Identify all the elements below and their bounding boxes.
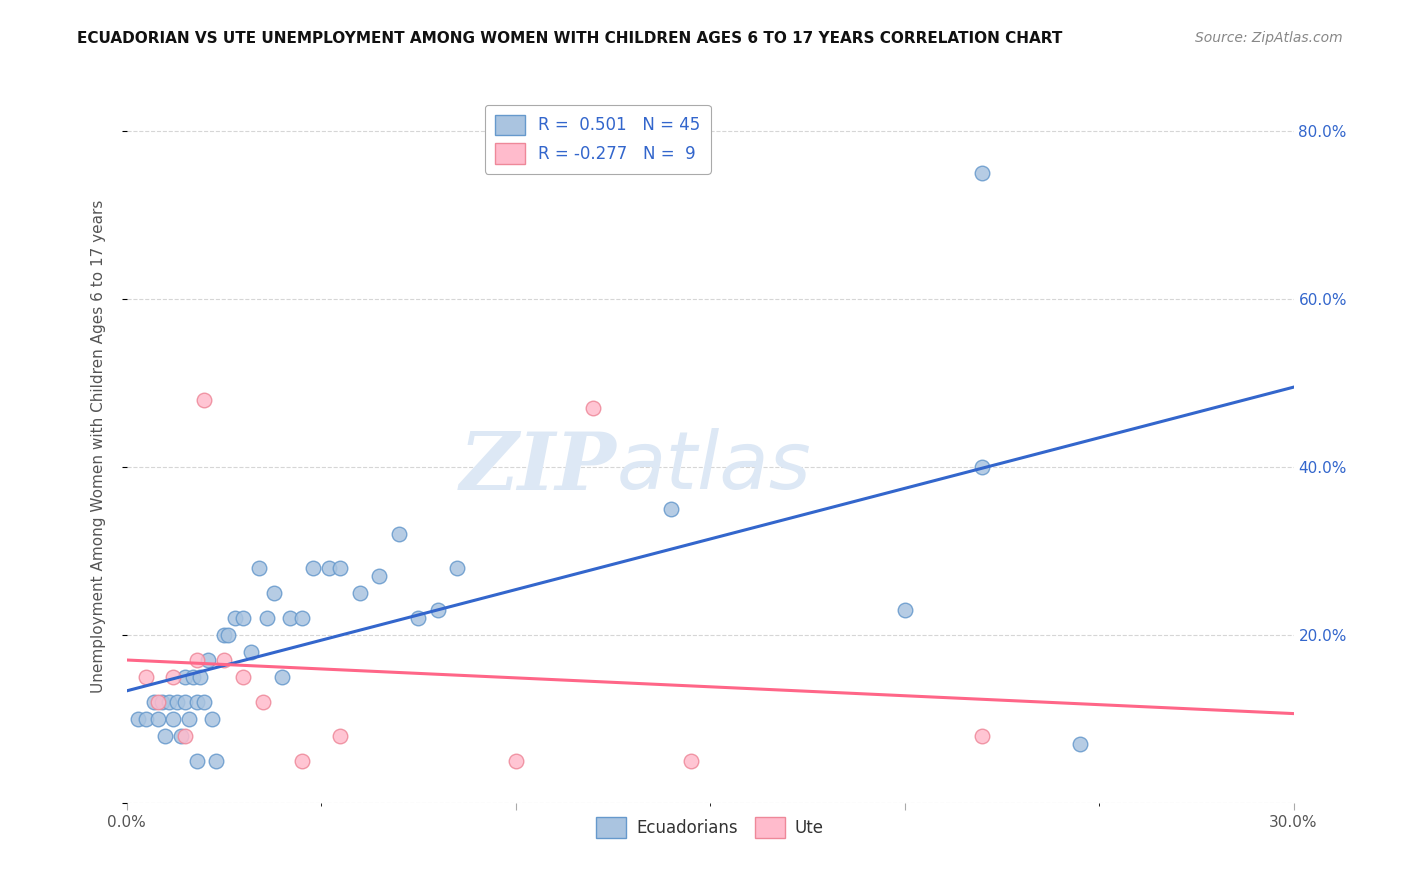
Point — [193, 392, 215, 407]
Point — [174, 670, 197, 684]
Point — [252, 695, 274, 709]
Point — [263, 586, 285, 600]
Point — [217, 628, 239, 642]
Point — [181, 670, 204, 684]
Point — [142, 695, 165, 709]
Point — [240, 645, 263, 659]
Point — [368, 569, 391, 583]
Point — [408, 611, 430, 625]
Point — [446, 560, 468, 574]
Point — [505, 754, 527, 768]
Point — [302, 560, 325, 574]
Point — [972, 166, 994, 180]
Point — [247, 560, 270, 574]
Point — [271, 670, 294, 684]
Point — [205, 754, 228, 768]
Point — [135, 712, 157, 726]
Point — [186, 695, 208, 709]
Point — [155, 729, 177, 743]
Text: ECUADORIAN VS UTE UNEMPLOYMENT AMONG WOMEN WITH CHILDREN AGES 6 TO 17 YEARS CORR: ECUADORIAN VS UTE UNEMPLOYMENT AMONG WOM… — [77, 31, 1063, 46]
Text: Source: ZipAtlas.com: Source: ZipAtlas.com — [1195, 31, 1343, 45]
Point — [659, 502, 682, 516]
Point — [177, 712, 200, 726]
Point — [127, 712, 149, 726]
Point — [162, 670, 184, 684]
Point — [679, 754, 702, 768]
Point — [232, 670, 254, 684]
Point — [893, 603, 915, 617]
Point — [135, 670, 157, 684]
Y-axis label: Unemployment Among Women with Children Ages 6 to 17 years: Unemployment Among Women with Children A… — [91, 199, 105, 693]
Point — [972, 460, 994, 475]
Point — [278, 611, 301, 625]
Point — [186, 754, 208, 768]
Point — [1069, 737, 1091, 751]
Point — [193, 695, 215, 709]
Point — [582, 401, 605, 416]
Point — [212, 653, 235, 667]
Point — [349, 586, 371, 600]
Text: ZIP: ZIP — [460, 429, 617, 506]
Point — [197, 653, 219, 667]
Point — [212, 628, 235, 642]
Point — [186, 653, 208, 667]
Point — [232, 611, 254, 625]
Point — [146, 695, 169, 709]
Point — [329, 560, 352, 574]
Point — [150, 695, 173, 709]
Point — [972, 729, 994, 743]
Point — [190, 670, 212, 684]
Point — [174, 695, 197, 709]
Point — [290, 611, 312, 625]
Point — [201, 712, 224, 726]
Point — [290, 754, 312, 768]
Point — [426, 603, 449, 617]
Text: atlas: atlas — [617, 428, 811, 507]
Point — [157, 695, 180, 709]
Point — [318, 560, 340, 574]
Point — [146, 712, 169, 726]
Point — [174, 729, 197, 743]
Legend: Ecuadorians, Ute: Ecuadorians, Ute — [589, 811, 831, 845]
Point — [329, 729, 352, 743]
Point — [166, 695, 188, 709]
Point — [224, 611, 246, 625]
Point — [256, 611, 278, 625]
Point — [162, 712, 184, 726]
Point — [170, 729, 193, 743]
Point — [388, 527, 411, 541]
